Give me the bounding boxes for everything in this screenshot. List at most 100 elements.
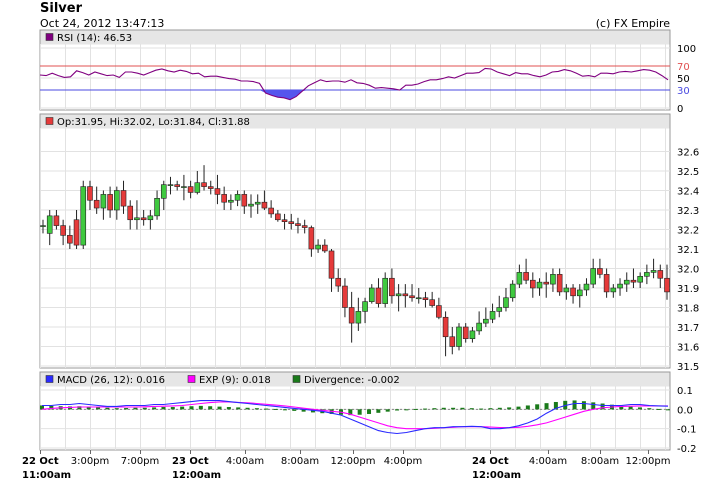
price-tick-label: 32.4 [677,187,699,198]
macd-legend-3-text: Divergence: -0.002 [304,375,400,386]
divergence-bar [142,407,147,410]
candle-body [308,227,315,250]
x-axis-time-label: 4:00pm [384,456,423,467]
divergence-bar [497,407,502,410]
x-axis-date-sublabel: 12:00am [172,470,221,481]
candle-body [657,270,664,279]
divergence-bar [385,409,390,412]
candle-body [174,184,180,187]
candle-body [409,295,415,299]
candle-body [154,198,160,217]
divergence-bar [180,406,185,410]
divergence-bar [581,401,586,410]
candle-body [127,205,134,221]
divergence-bar [208,406,213,410]
divergence-bar [245,407,250,410]
candle-body [60,225,66,236]
divergence-bar [656,408,661,410]
candle-body [476,322,482,332]
divergence-bar [348,409,353,416]
candle-body [160,184,167,199]
divergence-bar [86,406,91,410]
candle-body [422,297,429,301]
divergence-bar [441,407,446,410]
price-tick-label: 31.5 [677,362,699,373]
candle-body [617,283,623,289]
candle-body [80,186,87,246]
divergence-bar [273,408,278,410]
candle-body [536,281,543,289]
candle-body [570,287,576,297]
candle-body [254,201,261,205]
price-panel-frame [39,113,671,369]
price-tick-label: 31.8 [677,304,699,315]
candle-body [496,307,503,312]
candle-body [650,270,657,273]
x-axis-date-label: 23 Oct [172,456,209,467]
divergence-bar [628,406,633,410]
divergence-bar [161,407,166,410]
candle-body [623,279,630,285]
candle-body [509,283,516,299]
divergence-bar [292,409,297,411]
rsi-tick-label: 0 [677,104,683,115]
x-axis-time-label: 12:00pm [331,456,376,467]
candle-body [362,301,368,312]
divergence-bar [236,407,241,410]
candle-body [462,326,469,339]
candle-body [288,221,295,224]
macd-tick-label: -0.2 [677,444,697,455]
candle-body [610,287,617,293]
candle-body [187,186,194,193]
candle-body [402,293,409,297]
divergence-bar [572,400,577,410]
macd-legend-3-swatch [292,375,301,383]
divergence-bar [357,409,362,415]
macd-legend-1-text: MACD (26, 12): 0.016 [57,375,165,386]
candle-body [275,213,281,221]
candle-body [201,182,207,187]
candle-body [503,297,509,308]
candle-body [395,293,402,297]
divergence-bar [507,407,512,410]
candle-body [53,215,60,226]
exp-line [41,401,668,430]
candle-body [295,223,301,226]
divergence-bar [591,402,596,410]
candle-body [40,225,46,227]
macd-legend-2-text: EXP (9): 0.018 [199,375,271,386]
chart-timestamp: Oct 24, 2012 13:47:13 [40,17,165,30]
rsi-legend-swatch [45,33,54,41]
divergence-bar [189,406,194,410]
price-tick-label: 32.2 [677,226,699,237]
divergence-bar [49,405,54,410]
macd-legend-1-swatch [45,375,54,383]
candle-body [355,311,362,324]
divergence-bar [226,407,231,410]
candle-body [281,219,288,222]
rsi-line [39,67,669,101]
candle-body [530,279,536,289]
divergence-bar [413,408,418,410]
candle-body [46,215,53,234]
divergence-bar [124,407,129,410]
rsi-level-label: 70 [677,62,690,73]
divergence-bar [395,409,400,411]
divergence-bar [535,404,540,410]
candle-body [315,244,321,250]
candle-body [630,279,637,283]
divergence-bar [469,408,474,410]
candle-body [114,190,120,211]
divergence-bar [423,408,428,410]
candle-body [483,318,489,324]
x-axis-date-sublabel: 12:00am [472,470,521,481]
candle-body [550,274,556,285]
price-tick-label: 32.1 [677,245,699,256]
candle-body [375,287,382,304]
candle-body [348,307,355,324]
candle-body [107,194,113,211]
candle-body [134,217,140,221]
rsi-tick-label: 100 [677,44,696,55]
candle-body [603,274,610,293]
